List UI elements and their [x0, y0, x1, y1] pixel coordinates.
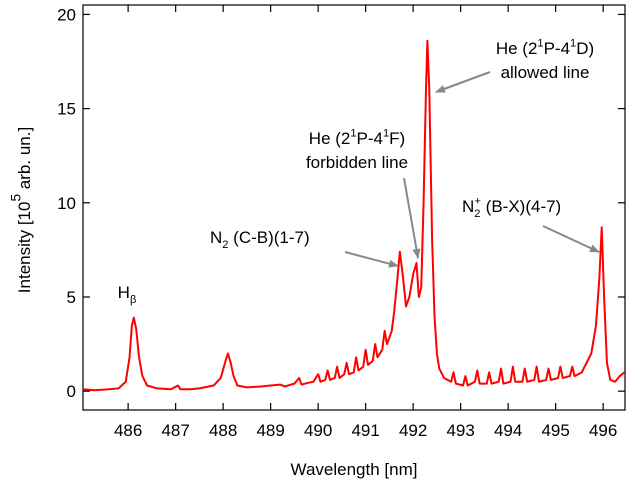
text-part: 2	[222, 239, 228, 251]
annotation-arrow	[344, 251, 399, 268]
text-part: 1	[383, 127, 389, 139]
x-tick-label: 489	[256, 421, 284, 440]
text-part: 1	[350, 127, 356, 139]
x-tick-label: 495	[541, 421, 569, 440]
annotation: N2 (C-B)(1-7)	[210, 228, 310, 251]
plot-frame	[82, 4, 626, 411]
y-tick-label: 15	[57, 100, 76, 119]
x-axis-title: Wavelength [nm]	[291, 460, 418, 479]
annotation-arrow	[542, 225, 600, 253]
spectrum-line	[82, 39, 626, 392]
annotation: He (21P-41F)	[309, 127, 405, 148]
text-part: (B-X)(4-7)	[481, 197, 561, 216]
text-part: He (2	[309, 129, 351, 148]
x-tick-label: 490	[304, 421, 332, 440]
text-part: 1	[537, 37, 543, 49]
text-part: β	[130, 294, 136, 306]
text-part: N	[462, 197, 474, 216]
text-part: P-4	[357, 129, 383, 148]
annotation: N2+ (B-X)(4-7)	[462, 195, 561, 220]
y-tick-label: 10	[57, 194, 76, 213]
text-part: arb. un.]	[15, 127, 34, 194]
annotation: He (21P-41D)	[496, 37, 594, 58]
text-part: P-4	[544, 39, 570, 58]
text-part: He (2	[496, 39, 538, 58]
x-tick-label: 496	[589, 421, 617, 440]
text-part: 5	[9, 194, 24, 202]
x-tick-label: 493	[446, 421, 474, 440]
text-part: Intensity [10	[15, 202, 34, 294]
annotation-arrow	[403, 177, 421, 259]
x-tick-label: 488	[209, 421, 237, 440]
x-tick-label: 491	[351, 421, 379, 440]
y-tick-label: 0	[67, 382, 76, 401]
text-part: (C-B)(1-7)	[228, 228, 309, 247]
annotation-arrow	[435, 71, 491, 93]
text-part: D)	[576, 39, 594, 58]
y-tick-label: 20	[57, 5, 76, 24]
x-tick-label: 492	[399, 421, 427, 440]
x-tick-label: 494	[494, 421, 522, 440]
text-part: allowed line	[501, 63, 590, 82]
x-tick-label: 486	[114, 421, 142, 440]
text-part: H	[118, 283, 130, 302]
text-part: +	[474, 195, 480, 207]
x-tick-label: 487	[161, 421, 189, 440]
annotation: Hβ	[118, 283, 137, 306]
annotation: allowed line	[501, 63, 590, 82]
text-part: Wavelength [nm]	[291, 460, 418, 479]
text-part: 2	[474, 208, 480, 220]
text-part: forbidden line	[306, 153, 408, 172]
y-axis-title: Intensity [105 arb. un.]	[9, 127, 34, 293]
text-part: 1	[570, 37, 576, 49]
text-part: N	[210, 228, 222, 247]
annotation: forbidden line	[306, 153, 408, 172]
text-part: F)	[389, 129, 405, 148]
y-tick-label: 5	[67, 288, 76, 307]
